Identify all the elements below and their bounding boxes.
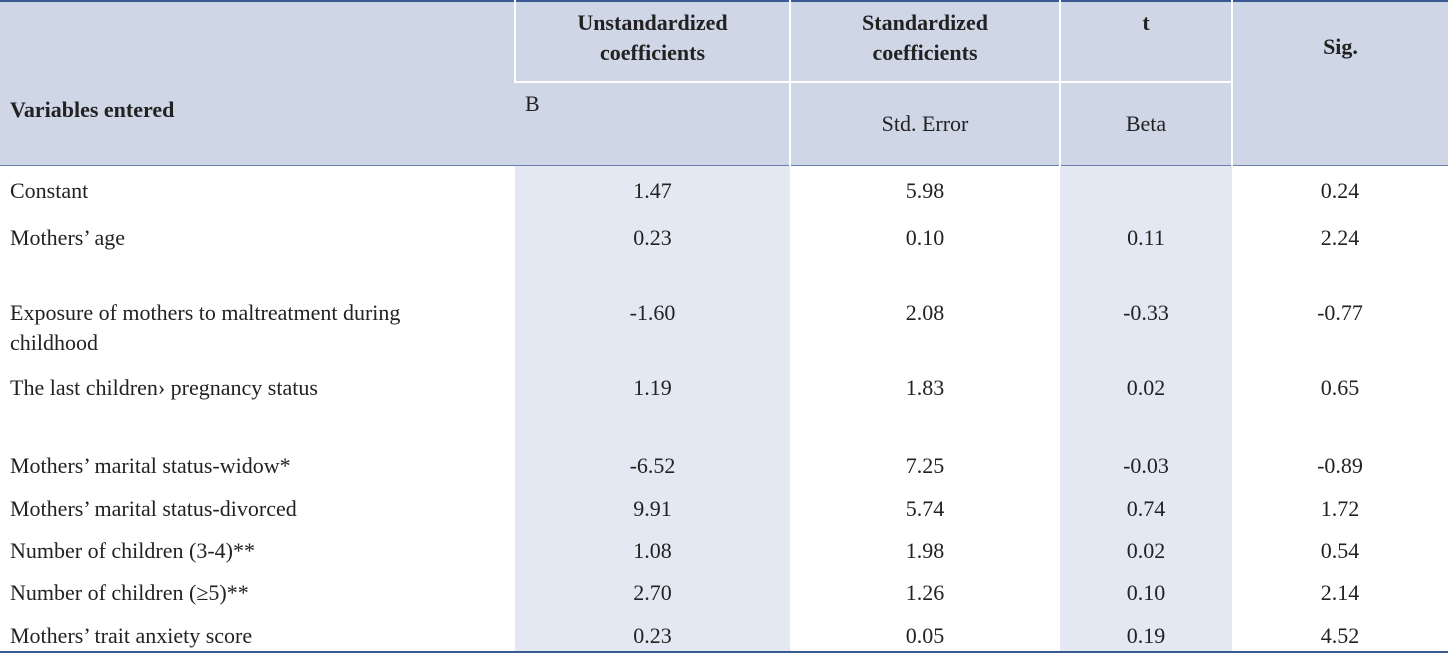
value-cell: 0.10: [905, 225, 945, 250]
row-label: Number of children (3-4)**: [10, 538, 255, 563]
subheader-cell: Std. Error: [789, 81, 1060, 166]
value-cell: 0.02: [1060, 363, 1232, 441]
header-cell: Standardized coefficients: [789, 1, 1060, 82]
value-cell: 5.98: [905, 178, 945, 203]
value-cell: 0.23: [515, 611, 790, 652]
value-cell: 2.70: [515, 568, 790, 611]
value-cell: 7.25: [905, 453, 945, 478]
value-cell: 0.02: [1060, 526, 1232, 568]
value-cell: 0.11: [1060, 213, 1232, 288]
value-cell: 0.19: [1060, 611, 1232, 652]
value-cell: 0.54: [1320, 538, 1360, 563]
table-body: Constant 1.47 5.98 0.24 Mothers’ age 0.23 0.10…: [0, 165, 1448, 652]
value-cell: 4.52: [1320, 623, 1360, 648]
value-cell: 1.72: [1320, 496, 1360, 521]
value-cell: 2.08: [905, 300, 945, 325]
value-cell: 1.26: [905, 580, 945, 605]
header-cell: Variables entered: [0, 1, 515, 166]
value-cell: 9.91: [515, 484, 790, 526]
value-cell: -1.60: [515, 288, 790, 363]
table-header: Variables entered Unstandardized coeffic…: [0, 1, 1448, 166]
value-cell: 0.74: [1060, 484, 1232, 526]
value-cell: -0.89: [1317, 453, 1363, 478]
table-row: Mothers’ age 0.23 0.10 0.11 2.24: [0, 213, 1448, 288]
header-cell: Sig.: [1231, 1, 1448, 166]
table-row: Number of children (3-4)** 1.08 1.98 0.02 0.…: [0, 526, 1448, 568]
value-cell: 1.98: [905, 538, 945, 563]
value-cell: 2.24: [1320, 225, 1360, 250]
table-row: Number of children (≥5)** 2.70 1.26 0.10 2.1…: [0, 568, 1448, 611]
header-cell: t: [1059, 1, 1232, 82]
row-label: Constant: [10, 178, 89, 203]
row-label: Number of children (≥5)**: [10, 580, 249, 605]
table-row: Mothers’ marital status-widow* -6.52 7.25 -…: [0, 441, 1448, 484]
value-cell: -0.03: [1060, 441, 1232, 484]
value-cell: 0.10: [1060, 568, 1232, 611]
table-row: Exposure of mothers to maltreatment duri…: [0, 288, 1448, 363]
value-cell: 0.05: [905, 623, 945, 648]
value-cell: -6.52: [515, 441, 790, 484]
table-row: Mothers’ trait anxiety score 0.23 0.05 0.19…: [0, 611, 1448, 652]
value-cell: 5.74: [905, 496, 945, 521]
subheader-cell: B: [515, 81, 790, 166]
row-label: The last children› pregnancy status: [10, 375, 318, 400]
row-label: Mothers’ marital status-widow*: [10, 453, 291, 478]
value-cell: 1.08: [515, 526, 790, 568]
value-cell: -0.33: [1060, 288, 1232, 363]
value-cell: 1.47: [515, 165, 790, 213]
value-cell: 0.23: [515, 213, 790, 288]
header-cell: Unstandardized coefficients: [514, 1, 790, 82]
subheader-cell: Beta: [1059, 81, 1232, 166]
row-label: Exposure of mothers to maltreatment duri…: [10, 300, 401, 355]
row-label: Mothers’ trait anxiety score: [10, 623, 253, 648]
row-label: Mothers’ age: [10, 225, 126, 250]
value-cell: -0.77: [1317, 300, 1363, 325]
value-cell: 1.19: [515, 363, 790, 441]
value-cell: 0.24: [1320, 178, 1360, 203]
table-row: Constant 1.47 5.98 0.24: [0, 165, 1448, 213]
value-cell: 2.14: [1320, 580, 1360, 605]
value-cell: [1060, 165, 1232, 213]
value-cell: 1.83: [905, 375, 945, 400]
table-row: The last children› pregnancy status 1.19 1…: [0, 363, 1448, 441]
row-label: Mothers’ marital status-divorced: [10, 496, 297, 521]
table-row: Mothers’ marital status-divorced 9.91 5.74…: [0, 484, 1448, 526]
value-cell: 0.65: [1320, 375, 1360, 400]
